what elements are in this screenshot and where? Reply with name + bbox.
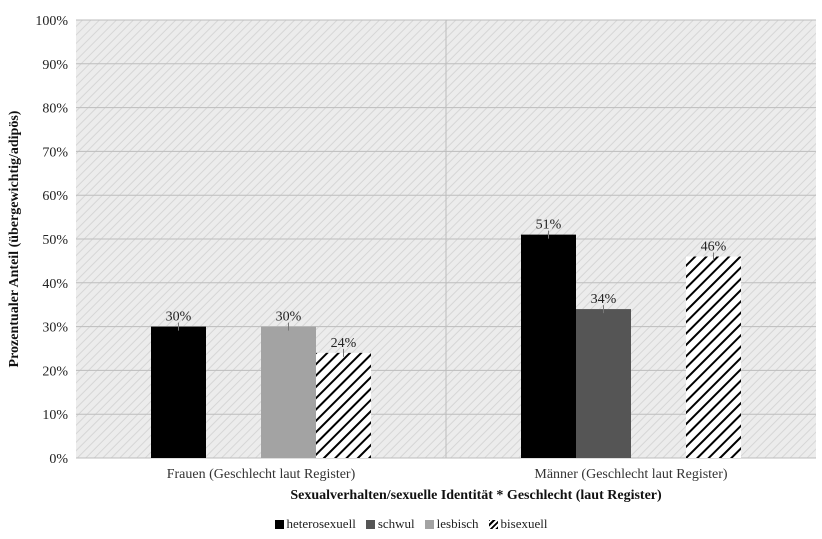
legend-item-schwul: schwul xyxy=(365,516,415,532)
y-tick-label: 30% xyxy=(42,321,68,336)
bar-heterosexuell xyxy=(151,326,206,458)
data-label: 24% xyxy=(331,336,357,351)
data-label: 30% xyxy=(276,310,302,325)
legend-item-lesbisch: lesbisch xyxy=(424,516,479,532)
legend-item-bisexuell: bisexuell xyxy=(488,516,548,532)
legend-swatch xyxy=(488,520,498,529)
y-tick-label: 100% xyxy=(35,14,68,29)
y-tick-label: 90% xyxy=(42,58,68,73)
y-tick-label: 60% xyxy=(42,189,68,204)
legend-label: heterosexuell xyxy=(286,516,356,531)
legend-swatch xyxy=(365,520,375,529)
legend-label: schwul xyxy=(377,516,415,531)
y-tick-label: 10% xyxy=(42,408,68,423)
data-label: 30% xyxy=(166,310,192,325)
legend-label: bisexuell xyxy=(500,516,548,531)
y-axis-title: Prozentualer Anteil (übergewichtig/adipö… xyxy=(7,110,22,367)
x-category-label: Männer (Geschlecht laut Register) xyxy=(534,467,728,482)
legend-item-heterosexuell: heterosexuell xyxy=(274,516,356,532)
y-tick-label: 0% xyxy=(49,452,68,467)
bar-schwul xyxy=(576,309,631,458)
x-category-label: Frauen (Geschlecht laut Register) xyxy=(167,467,356,482)
y-tick-label: 20% xyxy=(42,364,68,379)
bar-lesbisch xyxy=(261,326,316,458)
y-tick-label: 70% xyxy=(42,145,68,160)
legend-label: lesbisch xyxy=(436,516,479,531)
legend-swatch xyxy=(424,520,434,529)
x-axis-title: Sexualverhalten/sexuelle Identität * Ges… xyxy=(290,488,662,503)
bar-bisexuell xyxy=(686,256,741,458)
bar-heterosexuell xyxy=(521,234,576,458)
y-tick-label: 50% xyxy=(42,233,68,248)
y-tick-label: 80% xyxy=(42,102,68,117)
legend-swatch xyxy=(274,520,284,529)
data-label: 46% xyxy=(701,240,727,255)
bar-bisexuell xyxy=(316,352,371,458)
legend: heterosexuell schwul lesbisch bisexuell xyxy=(0,516,822,532)
data-label: 34% xyxy=(591,292,617,307)
y-tick-label: 40% xyxy=(42,277,68,292)
data-label: 51% xyxy=(536,218,562,233)
